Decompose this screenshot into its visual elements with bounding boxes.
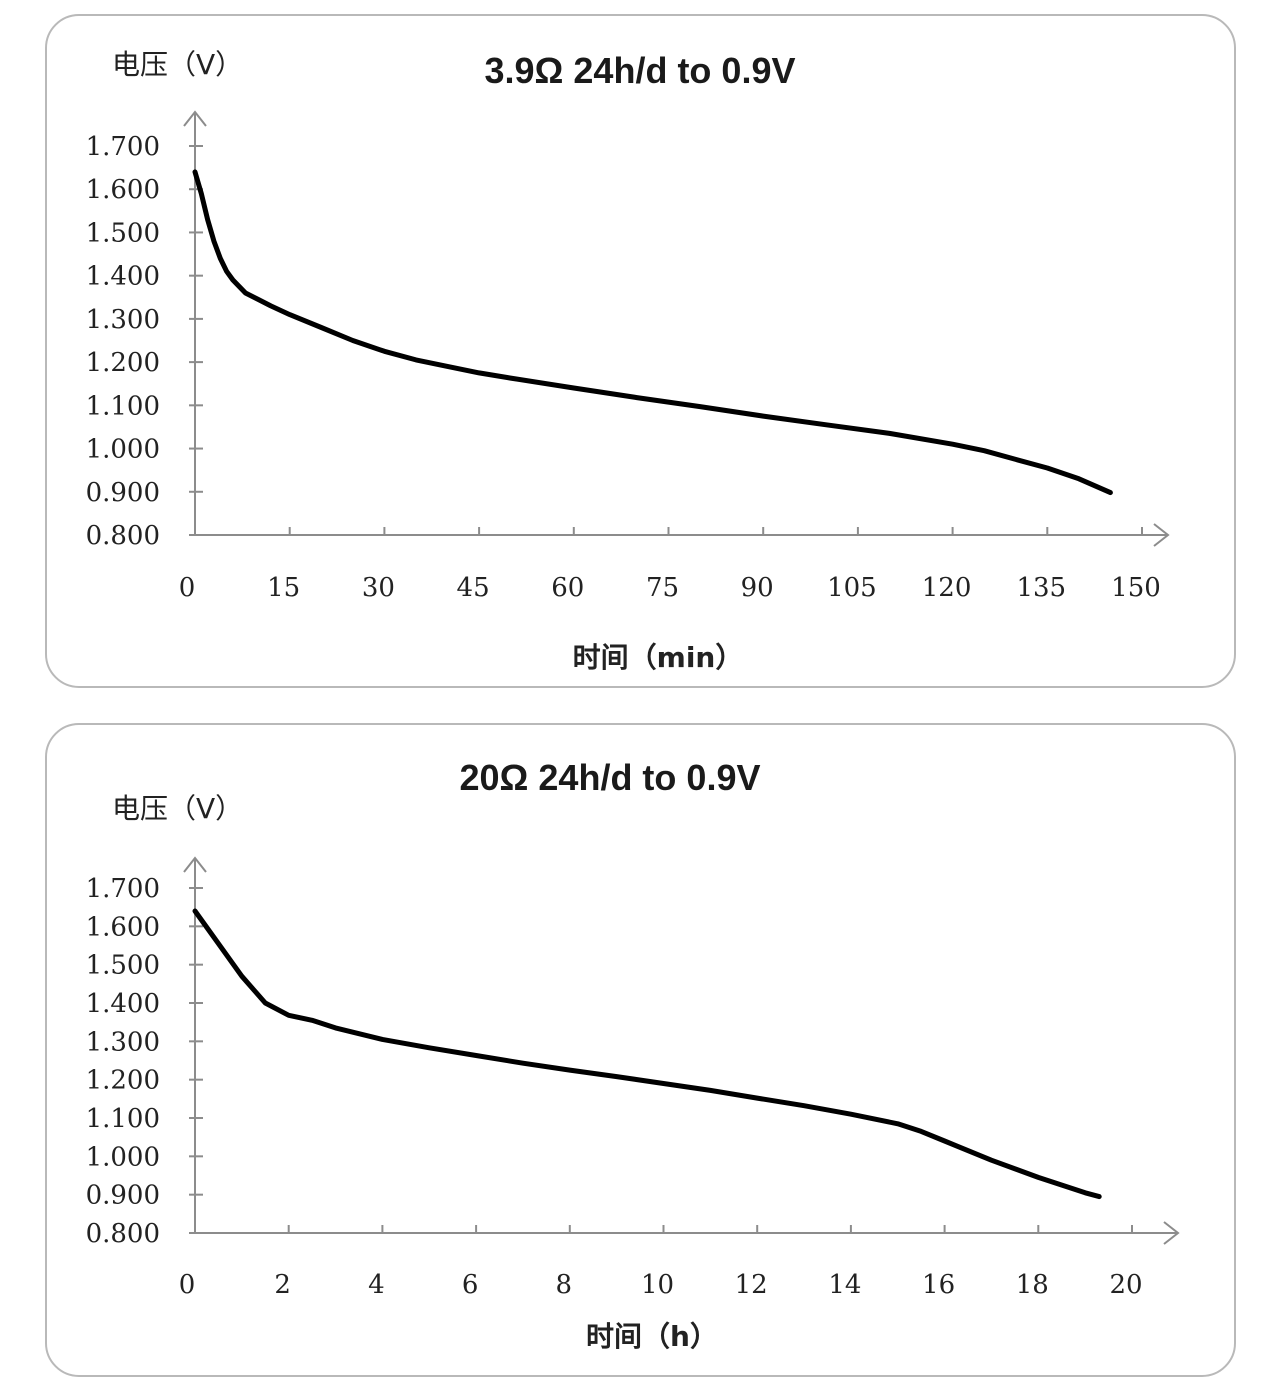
y-tick-label: 0.900 xyxy=(86,478,160,508)
y-tick-label: 1.300 xyxy=(86,305,160,335)
y-tick-label: 1.100 xyxy=(86,391,160,421)
x-tick-label: 8 xyxy=(556,1270,573,1300)
x-axis-arrow xyxy=(1163,1221,1180,1245)
y-tick-label: 1.400 xyxy=(86,989,160,1019)
x-tick-label: 18 xyxy=(1016,1270,1049,1300)
axes xyxy=(183,110,1170,547)
x-tick-label: 45 xyxy=(457,573,490,603)
x-tick-label: 0 xyxy=(179,1270,196,1300)
tick-labels: 1.700 1.600 1.500 1.400 1.300 1.200 1.100 1.000… xyxy=(86,132,1161,603)
x-tick-label: 4 xyxy=(368,1270,385,1300)
y-tick-label: 1.200 xyxy=(86,1066,160,1096)
y-tick-label: 1.400 xyxy=(86,262,160,292)
x-tick-label: 12 xyxy=(735,1270,768,1300)
chart-2: 20Ω 24h/d to 0.9V 电压（V） 时间（h） 1.700 1.600… xyxy=(86,757,1180,1353)
chart-title: 20Ω 24h/d to 0.9V xyxy=(460,757,761,798)
series-line xyxy=(192,908,1102,1200)
x-tick-label: 150 xyxy=(1111,573,1161,603)
y-tick-label: 1.500 xyxy=(86,218,160,248)
y-axis-arrow xyxy=(183,110,207,127)
x-tick-label: 16 xyxy=(922,1270,955,1300)
y-axis-label: 电压（V） xyxy=(112,792,243,825)
x-tick-label: 135 xyxy=(1016,573,1066,603)
y-axis-label: 电压（V） xyxy=(112,48,243,81)
y-tick-label: 1.100 xyxy=(86,1104,160,1134)
y-tick-label: 1.700 xyxy=(86,132,160,162)
chart-panel-1 xyxy=(45,14,1236,688)
x-tick-label: 30 xyxy=(362,573,395,603)
series-line xyxy=(192,169,1113,496)
y-tick-label: 1.700 xyxy=(86,874,160,904)
y-tick-label: 1.500 xyxy=(86,951,160,981)
y-tick-label: 1.300 xyxy=(86,1027,160,1057)
y-tick-label: 1.000 xyxy=(86,435,160,465)
x-tick-label: 120 xyxy=(922,573,972,603)
series xyxy=(192,169,1113,496)
x-tick-label: 90 xyxy=(741,573,774,603)
x-tick-label: 10 xyxy=(641,1270,674,1300)
axes xyxy=(183,856,1180,1245)
chart-title: 3.9Ω 24h/d to 0.9V xyxy=(485,50,796,91)
x-tick-label: 20 xyxy=(1109,1270,1142,1300)
series xyxy=(192,908,1102,1200)
x-axis-label: 时间（min） xyxy=(573,641,744,674)
x-tick-label: 60 xyxy=(551,573,584,603)
y-tick-label: 0.900 xyxy=(86,1181,160,1211)
y-tick-label: 0.800 xyxy=(86,521,160,551)
x-tick-label: 0 xyxy=(179,573,196,603)
x-tick-label: 6 xyxy=(462,1270,479,1300)
ticks xyxy=(189,145,1143,536)
y-tick-label: 1.000 xyxy=(86,1142,160,1172)
y-tick-label: 1.600 xyxy=(86,175,160,205)
chart-panel-2 xyxy=(45,723,1236,1377)
y-axis-arrow xyxy=(183,856,207,873)
x-tick-label: 14 xyxy=(828,1270,861,1300)
x-axis-arrow xyxy=(1153,523,1170,547)
x-tick-label: 15 xyxy=(267,573,300,603)
tick-labels: 1.700 1.600 1.500 1.400 1.300 1.200 1.100 1.000… xyxy=(86,874,1143,1300)
x-tick-label: 75 xyxy=(646,573,679,603)
chart-1: 3.9Ω 24h/d to 0.9V 电压（V） 时间（min） 1.7001.… xyxy=(86,48,1170,674)
ticks xyxy=(189,887,1133,1234)
y-tick-label: 0.800 xyxy=(86,1219,160,1249)
y-tick-label: 1.600 xyxy=(86,912,160,942)
y-tick-label: 1.200 xyxy=(86,348,160,378)
x-tick-label: 2 xyxy=(274,1270,291,1300)
x-tick-label: 105 xyxy=(827,573,877,603)
x-axis-label: 时间（h） xyxy=(586,1320,718,1353)
